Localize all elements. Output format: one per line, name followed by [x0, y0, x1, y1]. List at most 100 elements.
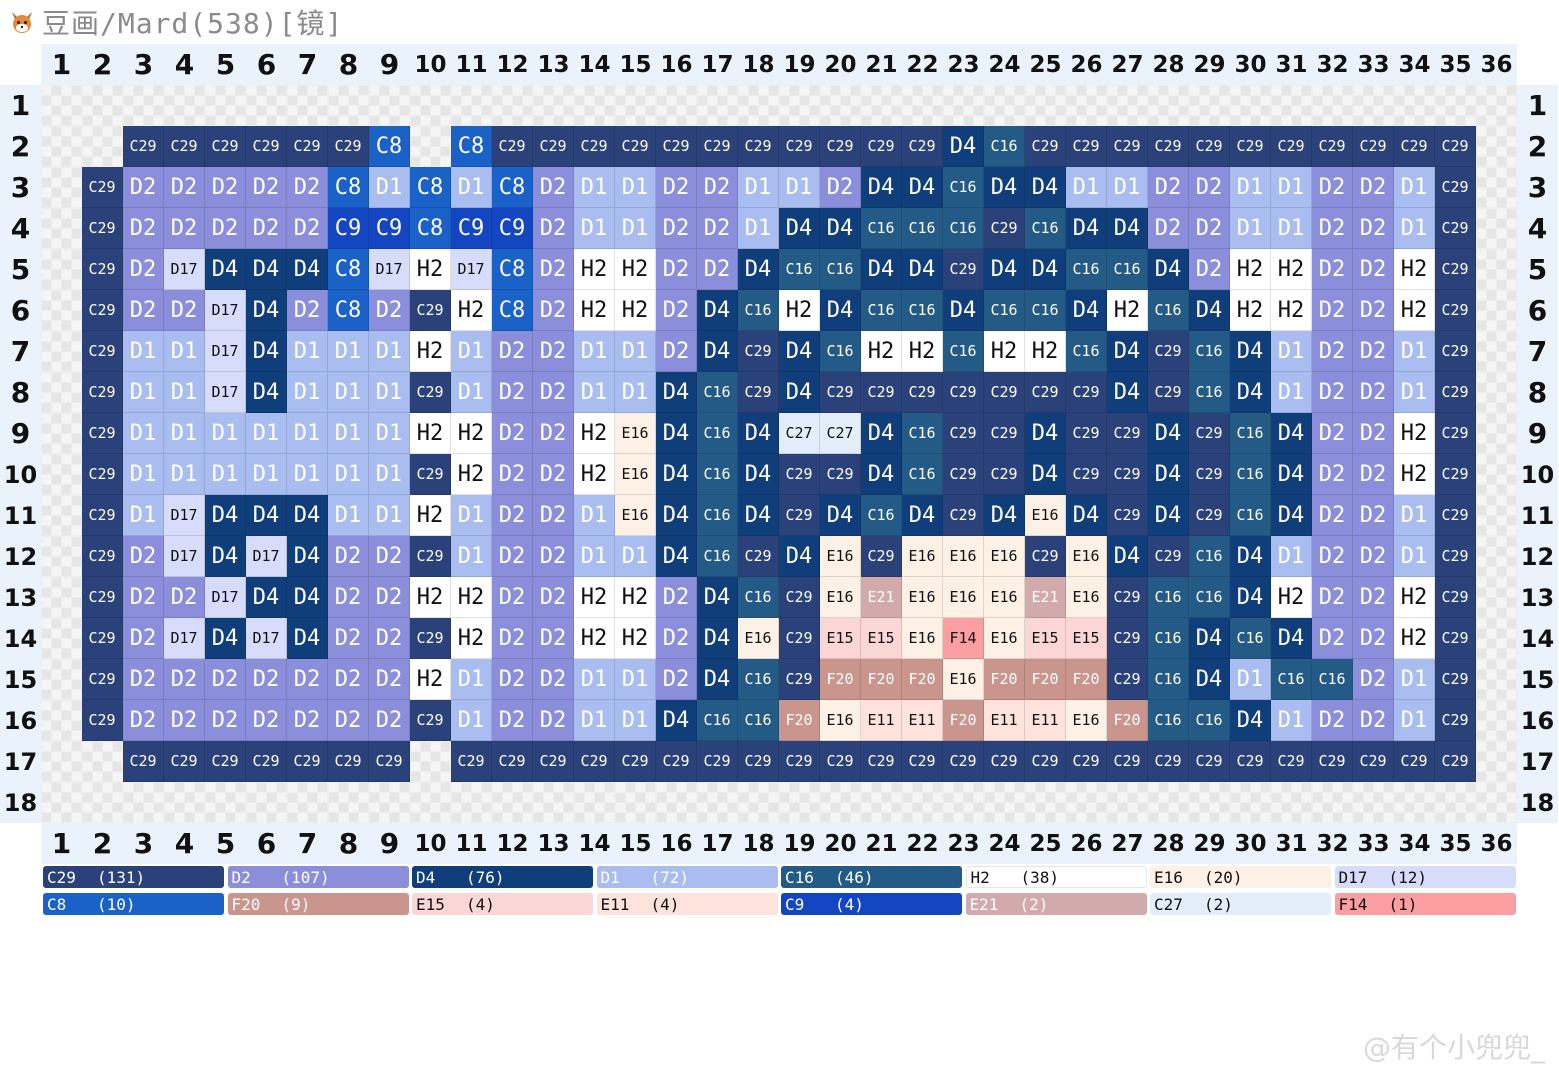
bead-cell: D2	[656, 249, 697, 290]
bead-cell: D4	[1025, 249, 1066, 290]
empty-cell	[1353, 85, 1394, 126]
empty-cell	[1230, 782, 1271, 823]
grid-corner	[0, 44, 41, 85]
bead-cell: D2	[123, 536, 164, 577]
legend-item: F20 (9)	[227, 893, 409, 915]
bead-cell: D1	[123, 331, 164, 372]
bead-cell: C29	[1107, 659, 1148, 700]
bead-cell: C29	[82, 659, 123, 700]
bead-cell: D4	[1230, 536, 1271, 577]
bead-cell: D1	[1066, 167, 1107, 208]
bead-cell: D1	[1271, 372, 1312, 413]
bead-cell: D2	[1312, 495, 1353, 536]
empty-cell	[41, 659, 82, 700]
empty-cell	[369, 85, 410, 126]
legend-item: E11 (4)	[596, 893, 778, 915]
bead-cell: D2	[369, 659, 410, 700]
bead-cell: C16	[779, 249, 820, 290]
column-header: 6	[246, 44, 287, 85]
bead-cell: D2	[656, 331, 697, 372]
empty-cell	[41, 700, 82, 741]
bead-cell: C29	[984, 208, 1025, 249]
bead-cell: H2	[574, 618, 615, 659]
bead-cell: D2	[205, 659, 246, 700]
column-header: 35	[1435, 44, 1476, 85]
column-footer: 28	[1148, 823, 1189, 864]
empty-cell	[984, 782, 1025, 823]
bead-cell: D4	[246, 249, 287, 290]
bead-cell: D2	[533, 659, 574, 700]
bead-cell: D2	[123, 577, 164, 618]
legend-code: D4	[416, 867, 436, 887]
bead-cell: D2	[1353, 659, 1394, 700]
empty-cell	[1476, 290, 1517, 331]
bead-cell: D4	[861, 167, 902, 208]
bead-cell: C29	[328, 126, 369, 167]
bead-cell: C16	[1148, 577, 1189, 618]
column-footer: 33	[1353, 823, 1394, 864]
bead-cell: D2	[1312, 454, 1353, 495]
bead-cell: D4	[1148, 454, 1189, 495]
bead-cell: C29	[779, 495, 820, 536]
empty-cell	[1271, 782, 1312, 823]
bead-cell: H2	[410, 495, 451, 536]
bead-cell: D17	[164, 618, 205, 659]
legend-code: D17	[1338, 867, 1368, 887]
legend-code: C27	[1154, 894, 1183, 914]
bead-cell: C8	[492, 167, 533, 208]
legend-code: D2	[231, 867, 251, 887]
legend-count: (131)	[97, 867, 146, 887]
bead-cell: H2	[1271, 290, 1312, 331]
column-footer: 19	[779, 823, 820, 864]
empty-cell	[369, 782, 410, 823]
legend-item: C16 (46)	[781, 866, 962, 888]
bead-cell: E16	[1066, 700, 1107, 741]
bead-cell: C16	[1148, 659, 1189, 700]
bead-cell: C29	[82, 700, 123, 741]
bead-cell: H2	[615, 577, 656, 618]
bead-cell: D2	[164, 290, 205, 331]
column-footer: 16	[656, 823, 697, 864]
bead-cell: D2	[656, 290, 697, 331]
bead-cell: C9	[369, 208, 410, 249]
empty-cell	[1148, 782, 1189, 823]
row-header: 17	[0, 741, 41, 782]
bead-cell: C29	[1435, 167, 1476, 208]
empty-cell	[533, 782, 574, 823]
bead-cell: C29	[779, 454, 820, 495]
bead-cell: D2	[328, 577, 369, 618]
bead-cell: D2	[492, 536, 533, 577]
row-header-right: 7	[1517, 331, 1558, 372]
column-header: 32	[1312, 44, 1353, 85]
bead-cell: D1	[205, 413, 246, 454]
bead-cell: C29	[1148, 741, 1189, 782]
bead-cell: C29	[492, 741, 533, 782]
column-footer: 10	[410, 823, 451, 864]
bead-cell: D1	[779, 167, 820, 208]
bead-cell: D2	[1189, 167, 1230, 208]
bead-cell: C29	[779, 577, 820, 618]
legend-count: (20)	[1204, 867, 1243, 887]
bead-cell: C29	[779, 659, 820, 700]
empty-cell	[1066, 782, 1107, 823]
bead-cell: C29	[820, 126, 861, 167]
bead-cell: E16	[943, 659, 984, 700]
bead-cell: C29	[82, 577, 123, 618]
row-header-right: 15	[1517, 659, 1558, 700]
bead-cell: D17	[205, 372, 246, 413]
empty-cell	[1353, 782, 1394, 823]
bead-cell: F20	[943, 700, 984, 741]
bead-cell: E11	[1025, 700, 1066, 741]
bead-cell: D2	[533, 536, 574, 577]
bead-cell: D1	[1271, 536, 1312, 577]
legend-item: C27 (2)	[1150, 893, 1331, 915]
bead-cell: C29	[861, 741, 902, 782]
bead-cell: D2	[697, 208, 738, 249]
bead-cell: D4	[1066, 208, 1107, 249]
column-footer: 11	[451, 823, 492, 864]
bead-cell: H2	[451, 454, 492, 495]
bead-cell: D2	[328, 659, 369, 700]
bead-cell: C29	[697, 741, 738, 782]
row-header: 18	[0, 782, 41, 823]
bead-cell: C29	[615, 126, 656, 167]
